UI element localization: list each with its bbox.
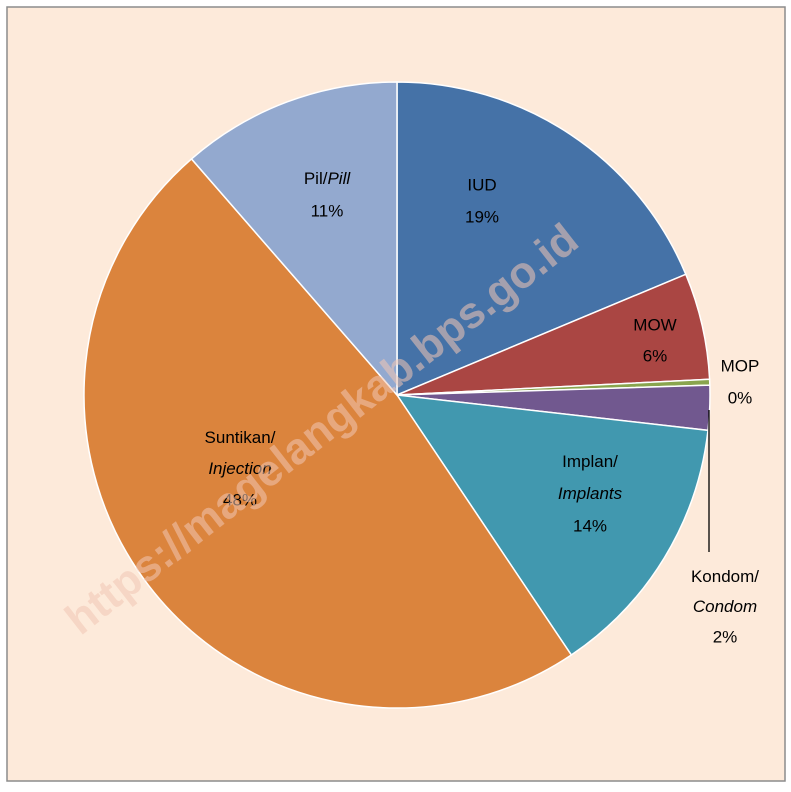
- value-label: 19%: [465, 207, 499, 226]
- pie-slice: [396, 81, 687, 397]
- labels: IUD 19% MOW 6% MOP 0% Kondom/Condom 2% Implan/Im…: [205, 169, 760, 646]
- pie-slice: [395, 394, 709, 657]
- slice-label: IUD: [467, 175, 496, 194]
- slice-label: Pil/Pill: [304, 169, 352, 188]
- pie-slice: [83, 157, 573, 709]
- slice-label: MOW: [633, 315, 676, 334]
- slice-label: MOP: [721, 356, 760, 375]
- value-label: 48%: [223, 490, 257, 509]
- slice-label: Kondom/Condom: [691, 567, 759, 616]
- pie-slice: [190, 81, 398, 398]
- value-label: 11%: [311, 201, 344, 220]
- pie: [83, 81, 711, 709]
- slice-label: Implan/Implants: [558, 452, 623, 503]
- value-label: 14%: [573, 516, 607, 535]
- value-label: 6%: [643, 346, 668, 365]
- slice-label: Suntikan/Injection: [205, 428, 276, 478]
- value-label: 0%: [728, 388, 753, 407]
- value-label: 2%: [713, 627, 738, 646]
